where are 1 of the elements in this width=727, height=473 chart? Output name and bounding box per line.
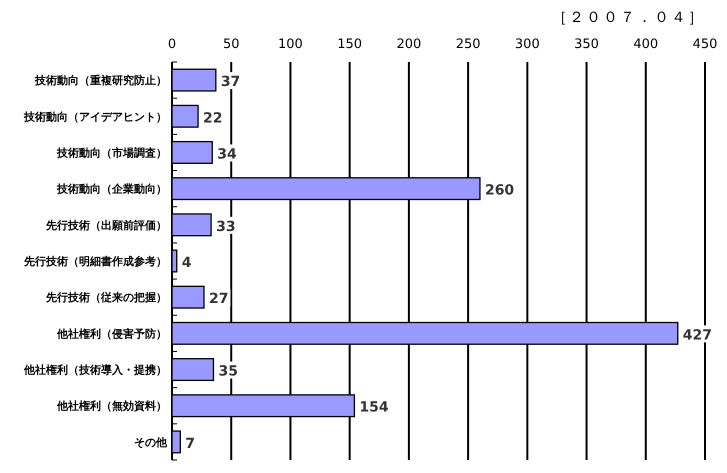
title: ［２００７．０４］ bbox=[552, 8, 705, 26]
